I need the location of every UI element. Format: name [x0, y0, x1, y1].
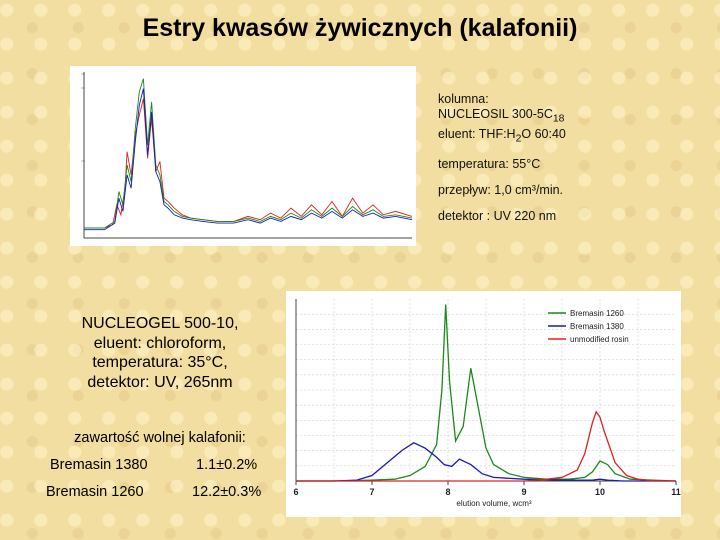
- x-axis-label: elution volume, ᴡcm³: [456, 499, 531, 508]
- series-line-2: [84, 78, 413, 229]
- content-name-1380: Bremasin 1380: [50, 457, 148, 473]
- series-line-3: [84, 88, 413, 231]
- chromatogram-chart-2: 6 7 8 9 10 11 elution volume, ᴡcm³ Bremasin 126…: [286, 291, 681, 517]
- temperature-1: temperatura: 55°C: [438, 157, 541, 171]
- detector-1: detektor : UV 220 nm: [438, 209, 557, 223]
- temperature-2: temperatura: 35°C,: [92, 354, 228, 371]
- x-tick-label-8: 8: [445, 487, 450, 497]
- x-tick-label-9: 9: [521, 487, 526, 497]
- legend-label-unmodified-rosin: unmodified rosin: [570, 335, 629, 344]
- flow-1: przepływ: 1,0 cm³/min.: [438, 183, 564, 197]
- content-value-1260: 12.2±0.3%: [192, 484, 262, 500]
- legend-label-bremasin-1260: Bremasin 1260: [570, 309, 624, 318]
- x-tick-label-6: 6: [293, 487, 298, 497]
- conditions-panel-2: NUCLEOGEL 500-10, eluent: chloroform, te…: [40, 314, 280, 392]
- content-name-1260: Bremasin 1260: [46, 484, 144, 500]
- x-tick-label-7: 7: [369, 487, 374, 497]
- column-name: NUCLEOSIL 300-5C18: [438, 107, 565, 125]
- column-label: kolumna:: [438, 92, 489, 106]
- eluent-1: eluent: THF:H2O 60:40: [438, 126, 566, 145]
- x-tick-label-11: 11: [671, 487, 681, 497]
- conditions-panel-1: kolumna: NUCLEOSIL 300-5C18 eluent: THF:…: [438, 92, 638, 224]
- free-rosin-title: zawartość wolnej kalafonii:: [74, 430, 246, 446]
- series-line-bremasin-1380: [296, 442, 676, 482]
- chromatogram-chart-1: [70, 66, 416, 246]
- column-2: NUCLEOGEL 500-10,: [81, 315, 239, 332]
- page-title: Estry kwasów żywicznych (kalafonii): [142, 14, 578, 42]
- legend-label-bremasin-1380: Bremasin 1380: [570, 322, 624, 331]
- content-value-1380: 1.1±0.2%: [196, 457, 258, 473]
- detector-2: detektor: UV, 265nm: [87, 373, 233, 391]
- x-tick-label-10: 10: [595, 487, 605, 497]
- eluent-2: eluent: chloroform,: [93, 334, 227, 352]
- series-line-unmodified-rosin: [296, 410, 676, 482]
- series-line-bremasin-1260: [296, 304, 677, 482]
